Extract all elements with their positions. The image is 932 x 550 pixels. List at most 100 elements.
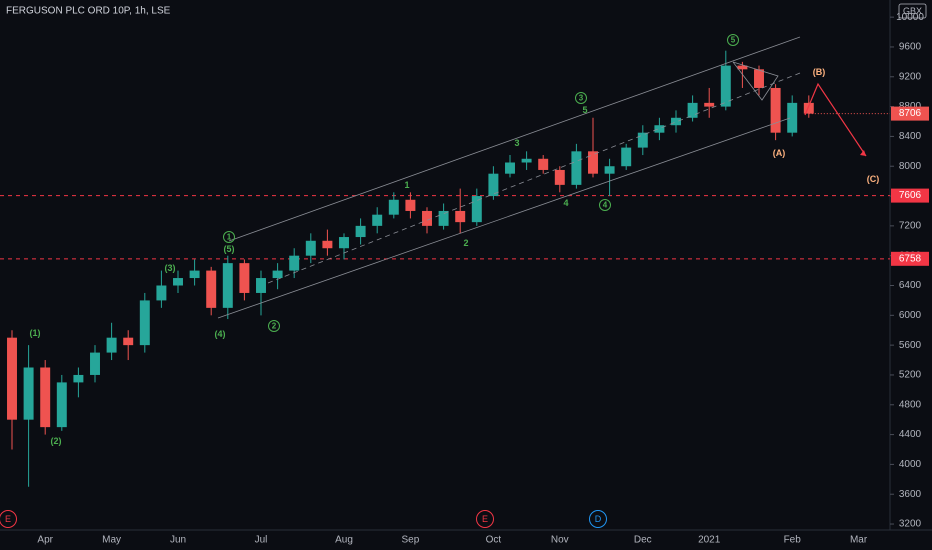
- x-tick-label: Jul: [255, 535, 268, 546]
- wave-label: (5): [224, 244, 235, 254]
- candle-body: [488, 173, 499, 197]
- wave-label: 2: [272, 322, 277, 331]
- candle-body: [637, 132, 648, 148]
- channel-lower: [217, 117, 791, 319]
- wave-label: 5: [731, 36, 736, 45]
- y-tick-label: 7200: [899, 221, 922, 232]
- wave-label: (3): [165, 263, 176, 273]
- x-tick-label: Jun: [170, 535, 186, 546]
- candle-body: [803, 102, 814, 114]
- wave-circle: [575, 92, 587, 104]
- triangle: [732, 61, 779, 101]
- candle-body: [156, 285, 167, 301]
- candle-body: [588, 151, 598, 174]
- x-tick-label: Dec: [634, 535, 652, 546]
- event-label: E: [5, 514, 11, 524]
- wave-circle: [223, 231, 235, 243]
- x-tick-label: Mar: [850, 535, 868, 546]
- x-tick-label: Sep: [402, 535, 420, 546]
- last-price-label: 8706: [899, 108, 922, 119]
- candle-body: [256, 278, 266, 293]
- candle-body: [139, 300, 150, 346]
- wave-label: (4): [215, 329, 226, 339]
- candle-body: [239, 263, 250, 293]
- y-tick-label: 4400: [899, 429, 922, 440]
- event-label: D: [595, 514, 602, 524]
- x-tick-label: Apr: [37, 535, 53, 546]
- candle-body: [538, 158, 549, 170]
- candle-body: [388, 199, 399, 215]
- x-tick-label: May: [102, 535, 121, 546]
- wave-label: 5: [582, 105, 587, 115]
- candle-body: [521, 158, 532, 163]
- projection-arrow: [804, 82, 867, 157]
- wave-label: (B): [813, 67, 826, 77]
- candle-body: [770, 87, 781, 133]
- y-tick-label: 3600: [899, 489, 922, 500]
- candle-body: [554, 169, 565, 185]
- y-tick-label: 10000: [896, 12, 924, 23]
- wave-circle: [727, 34, 739, 46]
- event-marker: [0, 510, 17, 528]
- candle-body: [687, 102, 698, 118]
- candle-body: [7, 337, 17, 420]
- candle-body: [56, 382, 67, 428]
- price-label: 6758: [899, 253, 922, 264]
- candle-body: [737, 65, 748, 70]
- x-tick-label: 2021: [698, 535, 721, 546]
- candle-body: [438, 210, 449, 226]
- x-tick-label: Aug: [335, 535, 353, 546]
- wave-label: (C): [867, 174, 880, 184]
- candle-body: [405, 199, 416, 211]
- wave-label: 4: [563, 198, 568, 208]
- candle-body: [505, 162, 515, 174]
- wave-label: (1): [30, 328, 41, 338]
- event-marker: [589, 510, 607, 528]
- wave-label: (2): [51, 436, 62, 446]
- wave-label: 4: [603, 201, 608, 210]
- wave-circle: [599, 199, 611, 211]
- channel-mid: [267, 72, 801, 284]
- currency: GBX: [903, 6, 922, 16]
- x-tick-label: Oct: [486, 535, 502, 546]
- candle-body: [189, 270, 200, 279]
- candle-body: [90, 352, 100, 375]
- y-tick-label: 6000: [899, 310, 922, 321]
- y-tick-label: 4000: [899, 459, 922, 470]
- event-marker: [476, 510, 494, 528]
- y-tick-label: 4800: [899, 399, 922, 410]
- candle-body: [305, 240, 316, 256]
- y-tick-label: 9200: [899, 71, 922, 82]
- y-tick-label: 3200: [899, 519, 922, 530]
- channel-upper: [228, 36, 801, 242]
- candle-body: [654, 125, 665, 133]
- price-label-bg: [891, 188, 929, 203]
- x-tick-label: Feb: [784, 535, 802, 546]
- candle-body: [272, 270, 283, 279]
- candle-body: [106, 337, 117, 353]
- currency-box: [898, 3, 927, 19]
- candle-body: [322, 240, 333, 249]
- y-tick-label: 9600: [899, 42, 922, 53]
- candle-body: [422, 210, 432, 226]
- wave-label: 3: [579, 94, 584, 103]
- candle-body: [787, 102, 798, 133]
- y-tick-label: 5200: [899, 370, 922, 381]
- candle-body: [720, 65, 731, 107]
- candle-body: [206, 270, 217, 308]
- candle-body: [372, 214, 383, 226]
- candle-body: [73, 374, 84, 383]
- event-label: E: [482, 514, 488, 524]
- y-tick-label: 6400: [899, 280, 922, 291]
- candle-body: [23, 367, 34, 420]
- candle-body: [671, 117, 681, 126]
- wave-circle: [268, 320, 280, 332]
- candle-body: [621, 147, 632, 167]
- wave-label: 2: [463, 238, 468, 248]
- price-label-bg: [891, 251, 929, 266]
- candle-body: [123, 337, 134, 346]
- candle-body: [754, 69, 764, 88]
- chart-title: FERGUSON PLC ORD 10P, 1h, LSE: [6, 6, 171, 17]
- candle-body: [571, 151, 582, 185]
